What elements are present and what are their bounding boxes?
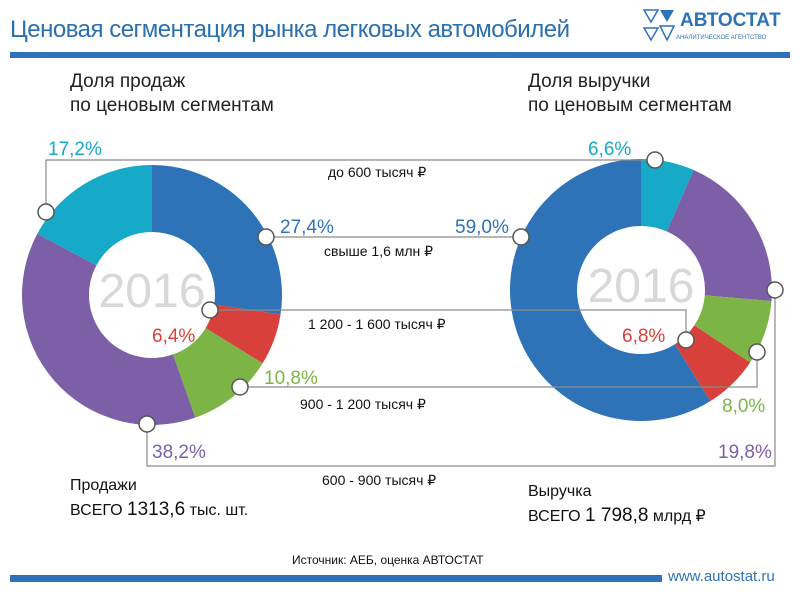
source-note: Источник: АЕБ, оценка АВТОСТАТ — [292, 553, 484, 567]
label-left-under600: 17,2% — [48, 139, 102, 160]
donut-slice — [205, 304, 281, 364]
label-right-900-1200: 8,0% — [722, 396, 766, 417]
segment-label-900-1200: 900 - 1 200 тысяч ₽ — [300, 396, 426, 412]
donut-slice — [37, 165, 152, 266]
total-label: Выручка — [528, 483, 592, 500]
label-left-over1600: 27,4% — [280, 217, 334, 238]
label-right-1200-1600: 6,8% — [622, 326, 666, 347]
segment-label-600-900: 600 - 900 тысяч ₽ — [322, 472, 437, 488]
center-year-label: 2016 — [588, 260, 695, 313]
total-value: 1313,6 — [127, 499, 186, 520]
donut-slice — [666, 170, 772, 302]
label-right-over1600: 59,0% — [455, 217, 509, 238]
connector-dot — [37, 203, 55, 221]
connector-dot — [257, 228, 275, 246]
segment-label-1200-1600: 1 200 - 1 600 тысяч ₽ — [308, 316, 446, 332]
label-left-900-1200: 10,8% — [264, 368, 318, 389]
donut-slice — [674, 325, 751, 402]
connector-line — [146, 290, 776, 467]
logo-subtitle: АНАЛИТИЧЕСКОЕ АГЕНТСТВО — [676, 35, 767, 41]
connector-dot — [677, 331, 695, 349]
left-chart-subtitle: Доля продаж по ценовым сегментам — [70, 70, 274, 118]
connector-dot — [748, 343, 766, 361]
subtitle-line: по ценовым сегментам — [528, 95, 732, 116]
donut-slice — [641, 159, 694, 232]
revenue-total: Выручка ВСЕГО 1 798,8 млрд ₽ — [528, 480, 706, 529]
logo-text: АВТОСТАТ — [680, 10, 781, 31]
total-prefix: ВСЕГО — [70, 502, 123, 519]
connector-line — [45, 159, 655, 212]
connector-dot — [512, 228, 530, 246]
total-prefix: ВСЕГО — [528, 508, 581, 525]
subtitle-line: по ценовым сегментам — [70, 95, 274, 116]
bottom-divider — [10, 575, 662, 582]
connector-line — [210, 309, 687, 340]
label-right-600-900: 19,8% — [718, 442, 772, 463]
website-link[interactable]: www.autostat.ru — [668, 568, 775, 585]
autostat-logo-icon — [642, 9, 676, 42]
segment-label-over1600: свыше 1,6 млн ₽ — [324, 243, 434, 259]
connector-dot — [766, 281, 784, 299]
total-label: Продажи — [70, 477, 137, 494]
label-right-under600: 6,6% — [588, 139, 632, 160]
subtitle-line: Доля выручки — [528, 71, 651, 92]
label-left-600-900: 38,2% — [152, 442, 206, 463]
connector-line — [240, 352, 758, 388]
subtitle-line: Доля продаж — [70, 71, 186, 92]
total-unit: млрд ₽ — [652, 508, 706, 525]
donut-slice — [152, 165, 282, 315]
donut-slice — [21, 233, 196, 426]
connector-dot — [138, 415, 156, 433]
sales-total: Продажи ВСЕГО 1313,6 тыс. шт. — [70, 474, 248, 523]
connector-dot — [646, 151, 664, 169]
page-title: Ценовая сегментация рынка легковых автом… — [10, 16, 570, 43]
total-value: 1 798,8 — [585, 505, 649, 526]
donut-slice — [172, 328, 263, 418]
connector-dot — [231, 378, 249, 396]
total-unit: тыс. шт. — [189, 502, 249, 519]
label-left-1200-1600: 6,4% — [152, 326, 196, 347]
right-chart-subtitle: Доля выручки по ценовым сегментам — [528, 70, 732, 118]
center-year-label: 2016 — [99, 265, 206, 318]
connector-dot — [201, 301, 219, 319]
donut-slice — [510, 159, 711, 421]
top-divider — [10, 52, 790, 58]
segment-label-under600: до 600 тысяч ₽ — [328, 164, 427, 180]
